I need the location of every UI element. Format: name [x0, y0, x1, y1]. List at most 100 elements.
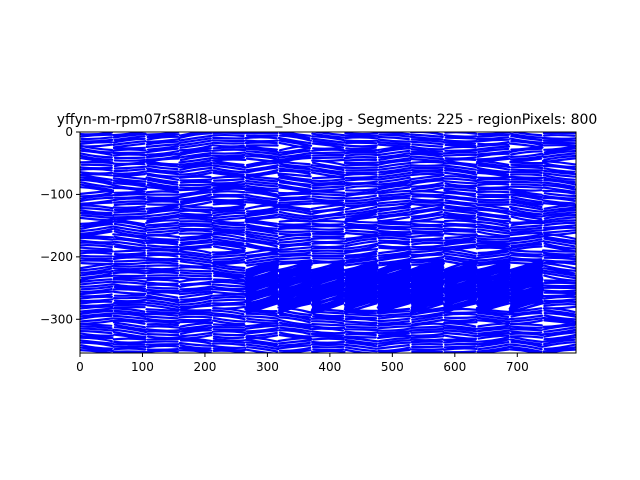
- segment-streaks: [112, 218, 148, 238]
- segment-streaks: [211, 219, 246, 237]
- dense-segment-streaks: [310, 274, 346, 300]
- segment-streaks: [509, 175, 544, 192]
- segment-streaks: [442, 338, 478, 353]
- segment-streaks: [409, 160, 445, 177]
- dense-segment-streaks: [409, 259, 445, 285]
- dense-segment-streaks: [310, 259, 346, 285]
- segment-streaks: [343, 203, 379, 223]
- segment-streaks: [442, 204, 478, 222]
- segment-streaks: [475, 190, 511, 206]
- y-tick-label: −200: [40, 250, 73, 264]
- segment-streaks: [542, 307, 576, 326]
- segment-streaks: [376, 248, 412, 267]
- segment-streaks: [145, 203, 181, 223]
- segment-streaks: [442, 219, 478, 236]
- segment-streaks: [178, 132, 214, 149]
- segment-streaks: [178, 188, 213, 208]
- segment-streaks: [475, 132, 511, 148]
- segment-streaks: [145, 291, 181, 311]
- segment-streaks: [410, 322, 445, 339]
- x-tick-label: 300: [256, 360, 279, 374]
- segment-streaks: [145, 234, 181, 251]
- segment-streaks: [112, 205, 147, 221]
- segment-streaks: [277, 190, 313, 207]
- segment-streaks: [244, 132, 279, 147]
- segment-streaks: [542, 219, 576, 237]
- segment-streaks: [409, 338, 445, 353]
- segment-streaks: [112, 264, 147, 280]
- dense-segment-streaks: [376, 288, 412, 314]
- segment-streaks: [376, 234, 412, 251]
- segment-streaks: [112, 233, 148, 252]
- segment-streaks: [443, 132, 478, 148]
- segment-streaks: [509, 145, 544, 163]
- segment-streaks: [376, 144, 412, 164]
- segment-streaks: [112, 249, 148, 266]
- segment-streaks: [211, 337, 247, 353]
- segment-streaks: [343, 323, 379, 339]
- segment-streaks: [475, 159, 511, 179]
- segment-streaks: [443, 307, 478, 324]
- dense-segment-streaks: [277, 274, 313, 300]
- x-tick-label: 600: [443, 360, 466, 374]
- y-axis: 0 −100 −200 −300: [40, 125, 80, 326]
- segment-streaks: [509, 323, 544, 339]
- dense-segment-streaks: [508, 259, 544, 285]
- segment-streaks: [145, 132, 181, 148]
- dense-segment-streaks: [277, 288, 313, 314]
- dense-segment-streaks: [343, 288, 379, 314]
- segment-streaks: [343, 336, 379, 353]
- segment-streaks: [211, 278, 247, 295]
- y-tick-label: −300: [40, 312, 73, 326]
- segment-streaks: [541, 293, 576, 310]
- segment-streaks: [376, 132, 412, 148]
- segment-streaks: [80, 336, 114, 353]
- segment-streaks: [409, 234, 445, 251]
- segment-streaks: [509, 188, 544, 209]
- dense-segment-streaks: [409, 274, 445, 300]
- segment-streaks: [508, 249, 544, 266]
- segment-streaks: [80, 204, 114, 222]
- segment-streaks: [442, 159, 478, 179]
- segment-streaks: [277, 249, 313, 266]
- x-tick-label: 700: [506, 360, 529, 374]
- segment-streaks: [211, 190, 247, 206]
- segment-streaks: [311, 146, 345, 163]
- segment-streaks: [80, 189, 115, 208]
- segment-streaks: [112, 337, 147, 353]
- segment-streaks: [112, 174, 148, 193]
- segment-streaks: [145, 308, 181, 325]
- segment-streaks: [145, 160, 180, 178]
- segment-streaks: [277, 306, 313, 326]
- dense-segment-streaks: [277, 259, 313, 285]
- segment-streaks: [244, 203, 280, 223]
- segment-streaks: [376, 189, 412, 207]
- segment-streaks: [509, 161, 544, 177]
- segment-streaks: [277, 336, 312, 353]
- segment-streaks: [310, 219, 346, 236]
- segment-streaks: [178, 233, 214, 252]
- segment-streaks: [509, 203, 544, 223]
- dense-segment-streaks: [508, 288, 544, 314]
- y-tick-label: 0: [65, 125, 73, 139]
- segment-streaks: [211, 146, 247, 162]
- segment-streaks: [475, 336, 511, 353]
- segment-streaks: [508, 132, 544, 149]
- segment-streaks: [179, 292, 214, 311]
- segment-streaks: [178, 175, 213, 192]
- segment-streaks: [80, 322, 115, 340]
- segment-streaks: [178, 264, 213, 281]
- segment-streaks: [277, 144, 313, 164]
- segment-streaks: [145, 337, 180, 353]
- segment-streaks: [112, 278, 148, 295]
- segment-streaks: [476, 248, 511, 267]
- segment-streaks: [211, 323, 246, 340]
- segment-streaks: [178, 220, 214, 236]
- segment-streaks: [178, 308, 213, 324]
- segment-streaks: [310, 323, 346, 339]
- segment-streaks: [80, 293, 114, 310]
- dense-segment-streaks: [244, 274, 280, 300]
- segment-streaks: [311, 175, 346, 192]
- segment-streaks: [376, 203, 412, 223]
- segment-streaks: [343, 161, 379, 177]
